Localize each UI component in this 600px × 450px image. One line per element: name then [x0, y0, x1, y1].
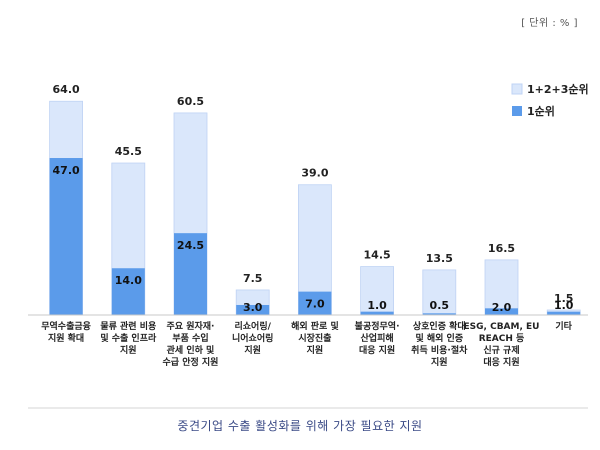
bar-chart: 64.0 47.0 45.5 14.0 60.5 24.5 7.5 3.0 39.0 7.0 14.…: [28, 83, 589, 409]
bar-first-2: [174, 233, 207, 315]
data-label-total-1: 45.5: [115, 145, 142, 158]
x-tick-label-line: 대응 지원: [359, 344, 395, 356]
bar-first-4: [298, 291, 332, 315]
data-label-total-7: 16.5: [488, 242, 515, 255]
x-tick-label-line: 관세 인하 및: [167, 344, 215, 356]
data-label-first-5: 1.0: [367, 299, 387, 312]
data-label-total-3: 7.5: [243, 272, 263, 285]
unit-label: [ 단위 : % ]: [521, 18, 578, 29]
legend-label-0: 1+2+3순위: [527, 83, 589, 96]
data-label-first-0: 47.0: [53, 164, 80, 177]
x-tick-label-line: 무역수출금융: [41, 320, 91, 332]
legend-swatch-0: [511, 83, 523, 95]
bar-first-5: [360, 311, 394, 315]
data-label-first-4: 7.0: [305, 298, 325, 311]
x-tick-label-8: 기타: [555, 320, 572, 332]
bar-total-7: [484, 259, 519, 316]
data-label-first-1: 14.0: [115, 274, 142, 287]
x-tick-label-1: 물류 관련 비용 및 수출 인프라 지원: [100, 320, 157, 356]
x-tick-label-line: 상호인증 확대: [413, 320, 466, 332]
x-tick-label-line: 지원: [244, 344, 261, 356]
data-label-total-2: 60.5: [177, 95, 204, 108]
data-label-total-5: 14.5: [364, 249, 391, 262]
x-tick-label-line: 지원: [120, 344, 137, 356]
bar-first-6: [422, 313, 456, 315]
x-tick-label-line: 지원: [307, 344, 324, 356]
x-tick-label-line: 수급 안정 지원: [163, 356, 219, 368]
bar-total-6: [422, 269, 457, 316]
x-tick-label-7: ESG, CBAM, EU REACH 등 신규 규제 대응 지원: [464, 322, 540, 368]
chart-caption: 중견기업 수출 활성화를 위해 가장 필요한 지원: [177, 419, 423, 433]
legend-label-1: 1순위: [527, 105, 555, 118]
x-tick-label-line: 리쇼어링/: [234, 320, 271, 332]
x-tick-label-6: 상호인증 확대 및 해외 인증 취득 비용·절차 지원: [411, 320, 468, 368]
x-tick-label-0: 무역수출금융 지원 확대: [41, 320, 91, 344]
x-tick-label-line: 대응 지원: [483, 356, 519, 368]
x-tick-label-2: 주요 원자재· 부품 수입 관세 인하 및 수급 안정 지원: [163, 320, 219, 368]
x-tick-label-line: 시장진출: [298, 332, 331, 344]
x-tick-label-line: 니어쇼어링: [232, 332, 273, 344]
x-tick-label-line: 취득 비용·절차: [411, 344, 468, 356]
bar-first-1: [111, 268, 145, 315]
x-tick-label-line: 산업피해: [361, 332, 394, 344]
data-label-first-6: 0.5: [430, 299, 450, 312]
data-label-first-2: 24.5: [177, 239, 204, 252]
bar-first-3: [236, 304, 270, 315]
legend-swatch-1: [512, 106, 522, 116]
bar-first-0: [49, 158, 83, 315]
x-tick-label-line: 및 수출 인프라: [100, 332, 157, 344]
data-label-first-3: 3.0: [243, 301, 263, 314]
bar-total-5: [360, 266, 395, 316]
x-tick-label-line: 및 해외 인증: [415, 332, 463, 344]
x-tick-label-line: 부품 수입: [172, 332, 208, 344]
data-label-total-0: 64.0: [53, 83, 80, 96]
x-tick-label-line: 해외 판로 및: [291, 320, 339, 332]
x-tick-label-line: 지원 확대: [48, 332, 84, 344]
data-label-first-8: 1.0: [554, 299, 574, 312]
bar-first-8: [547, 311, 581, 315]
data-label-total-8: 1.5: [554, 292, 574, 305]
x-tick-label-line: 물류 관련 비용: [100, 320, 156, 332]
data-label-total-4: 39.0: [301, 167, 328, 180]
x-tick-label-4: 해외 판로 및 시장진출 지원: [291, 320, 339, 356]
x-tick-label-line: 기타: [555, 320, 572, 332]
data-label-total-6: 13.5: [426, 252, 453, 265]
bar-first-7: [485, 308, 518, 315]
x-tick-label-line: 주요 원자재·: [167, 320, 215, 332]
x-tick-label-line: ESG, CBAM, EU: [464, 322, 540, 332]
x-tick-label-3: 리쇼어링/니어쇼어링 지원: [232, 320, 273, 356]
x-tick-label-line: 불공정무역·: [355, 320, 400, 332]
x-tick-label-line: REACH 등: [479, 333, 525, 344]
x-tick-label-5: 불공정무역· 산업피해 대응 지원: [355, 320, 400, 356]
x-tick-label-line: 지원: [431, 356, 448, 368]
x-tick-label-line: 신규 규제: [483, 344, 519, 356]
data-label-first-7: 2.0: [492, 301, 512, 314]
